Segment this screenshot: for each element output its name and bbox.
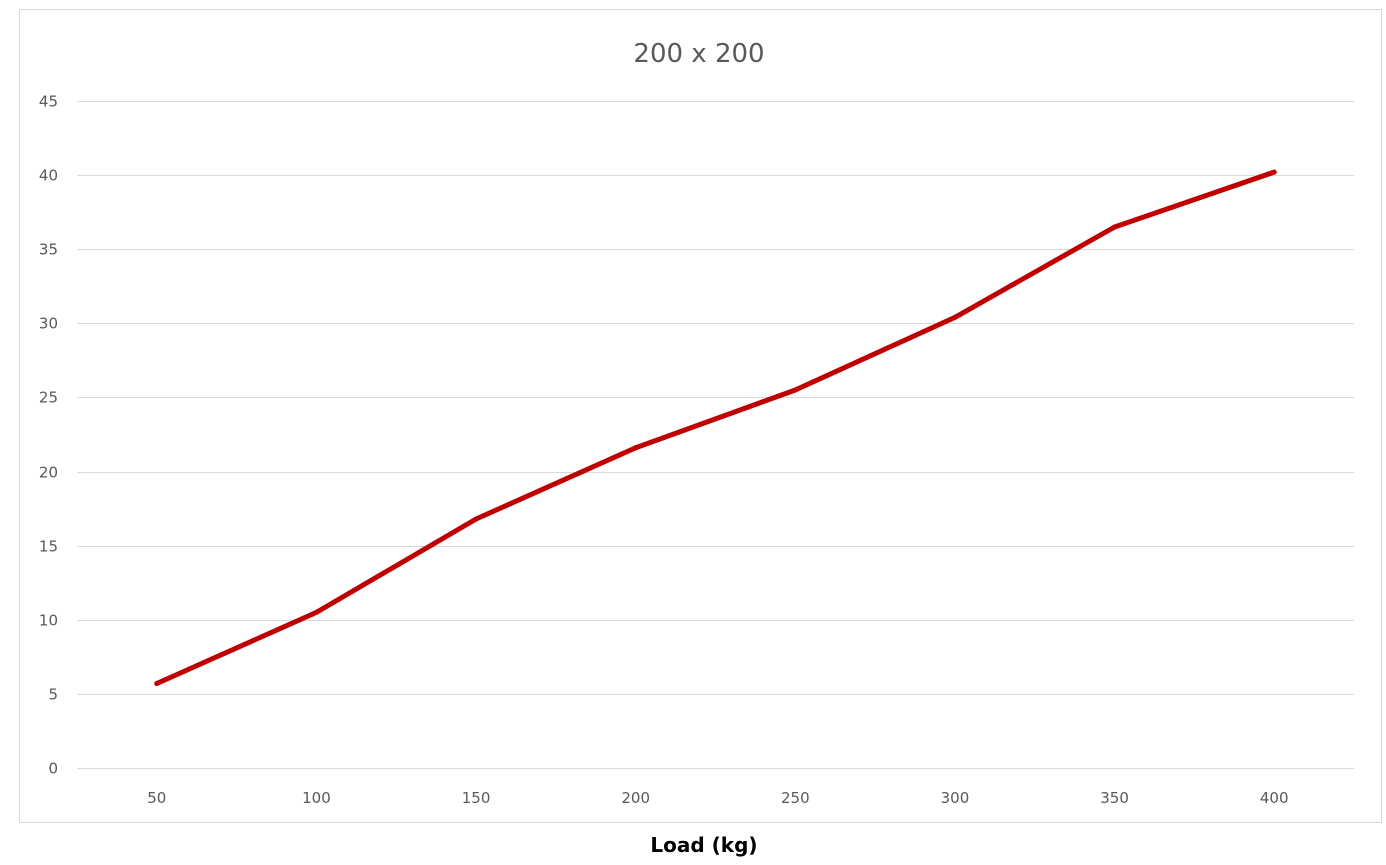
x-tick-label: 200	[621, 789, 650, 807]
chart-frame	[19, 9, 1382, 823]
data-point	[1112, 224, 1118, 230]
y-axis-ticks: 0 5 10 15 20 25 30 35 40 45	[39, 93, 58, 778]
y-tick-label: 45	[39, 93, 58, 111]
x-tick-label: 400	[1260, 789, 1289, 807]
x-axis-ticks: 50 100 150 200 250 300 350 400	[147, 789, 1288, 807]
x-tick-label: 300	[941, 789, 970, 807]
y-tick-label: 20	[39, 464, 58, 482]
data-point	[792, 387, 798, 393]
y-tick-label: 10	[39, 612, 58, 630]
series-line-0	[154, 169, 1277, 686]
x-axis-title: Load (kg)	[650, 833, 757, 857]
chart-title: 200 x 200	[633, 39, 764, 69]
y-tick-label: 25	[39, 389, 58, 407]
x-tick-label: 150	[462, 789, 491, 807]
y-tick-label: 30	[39, 315, 58, 333]
data-point	[1271, 169, 1277, 175]
y-tick-label: 0	[48, 760, 58, 778]
y-tick-label: 5	[48, 686, 58, 704]
series-layer	[154, 169, 1277, 686]
x-tick-label: 100	[302, 789, 331, 807]
data-point	[313, 609, 319, 615]
data-point	[473, 516, 479, 522]
x-tick-label: 250	[781, 789, 810, 807]
y-tick-label: 35	[39, 241, 58, 259]
data-point	[952, 314, 958, 320]
y-tick-label: 15	[39, 538, 58, 556]
y-tick-label: 40	[39, 167, 58, 185]
x-tick-label: 50	[147, 789, 166, 807]
x-tick-label: 350	[1100, 789, 1129, 807]
gridlines	[77, 101, 1354, 769]
data-point	[154, 681, 160, 686]
data-point	[633, 445, 639, 451]
